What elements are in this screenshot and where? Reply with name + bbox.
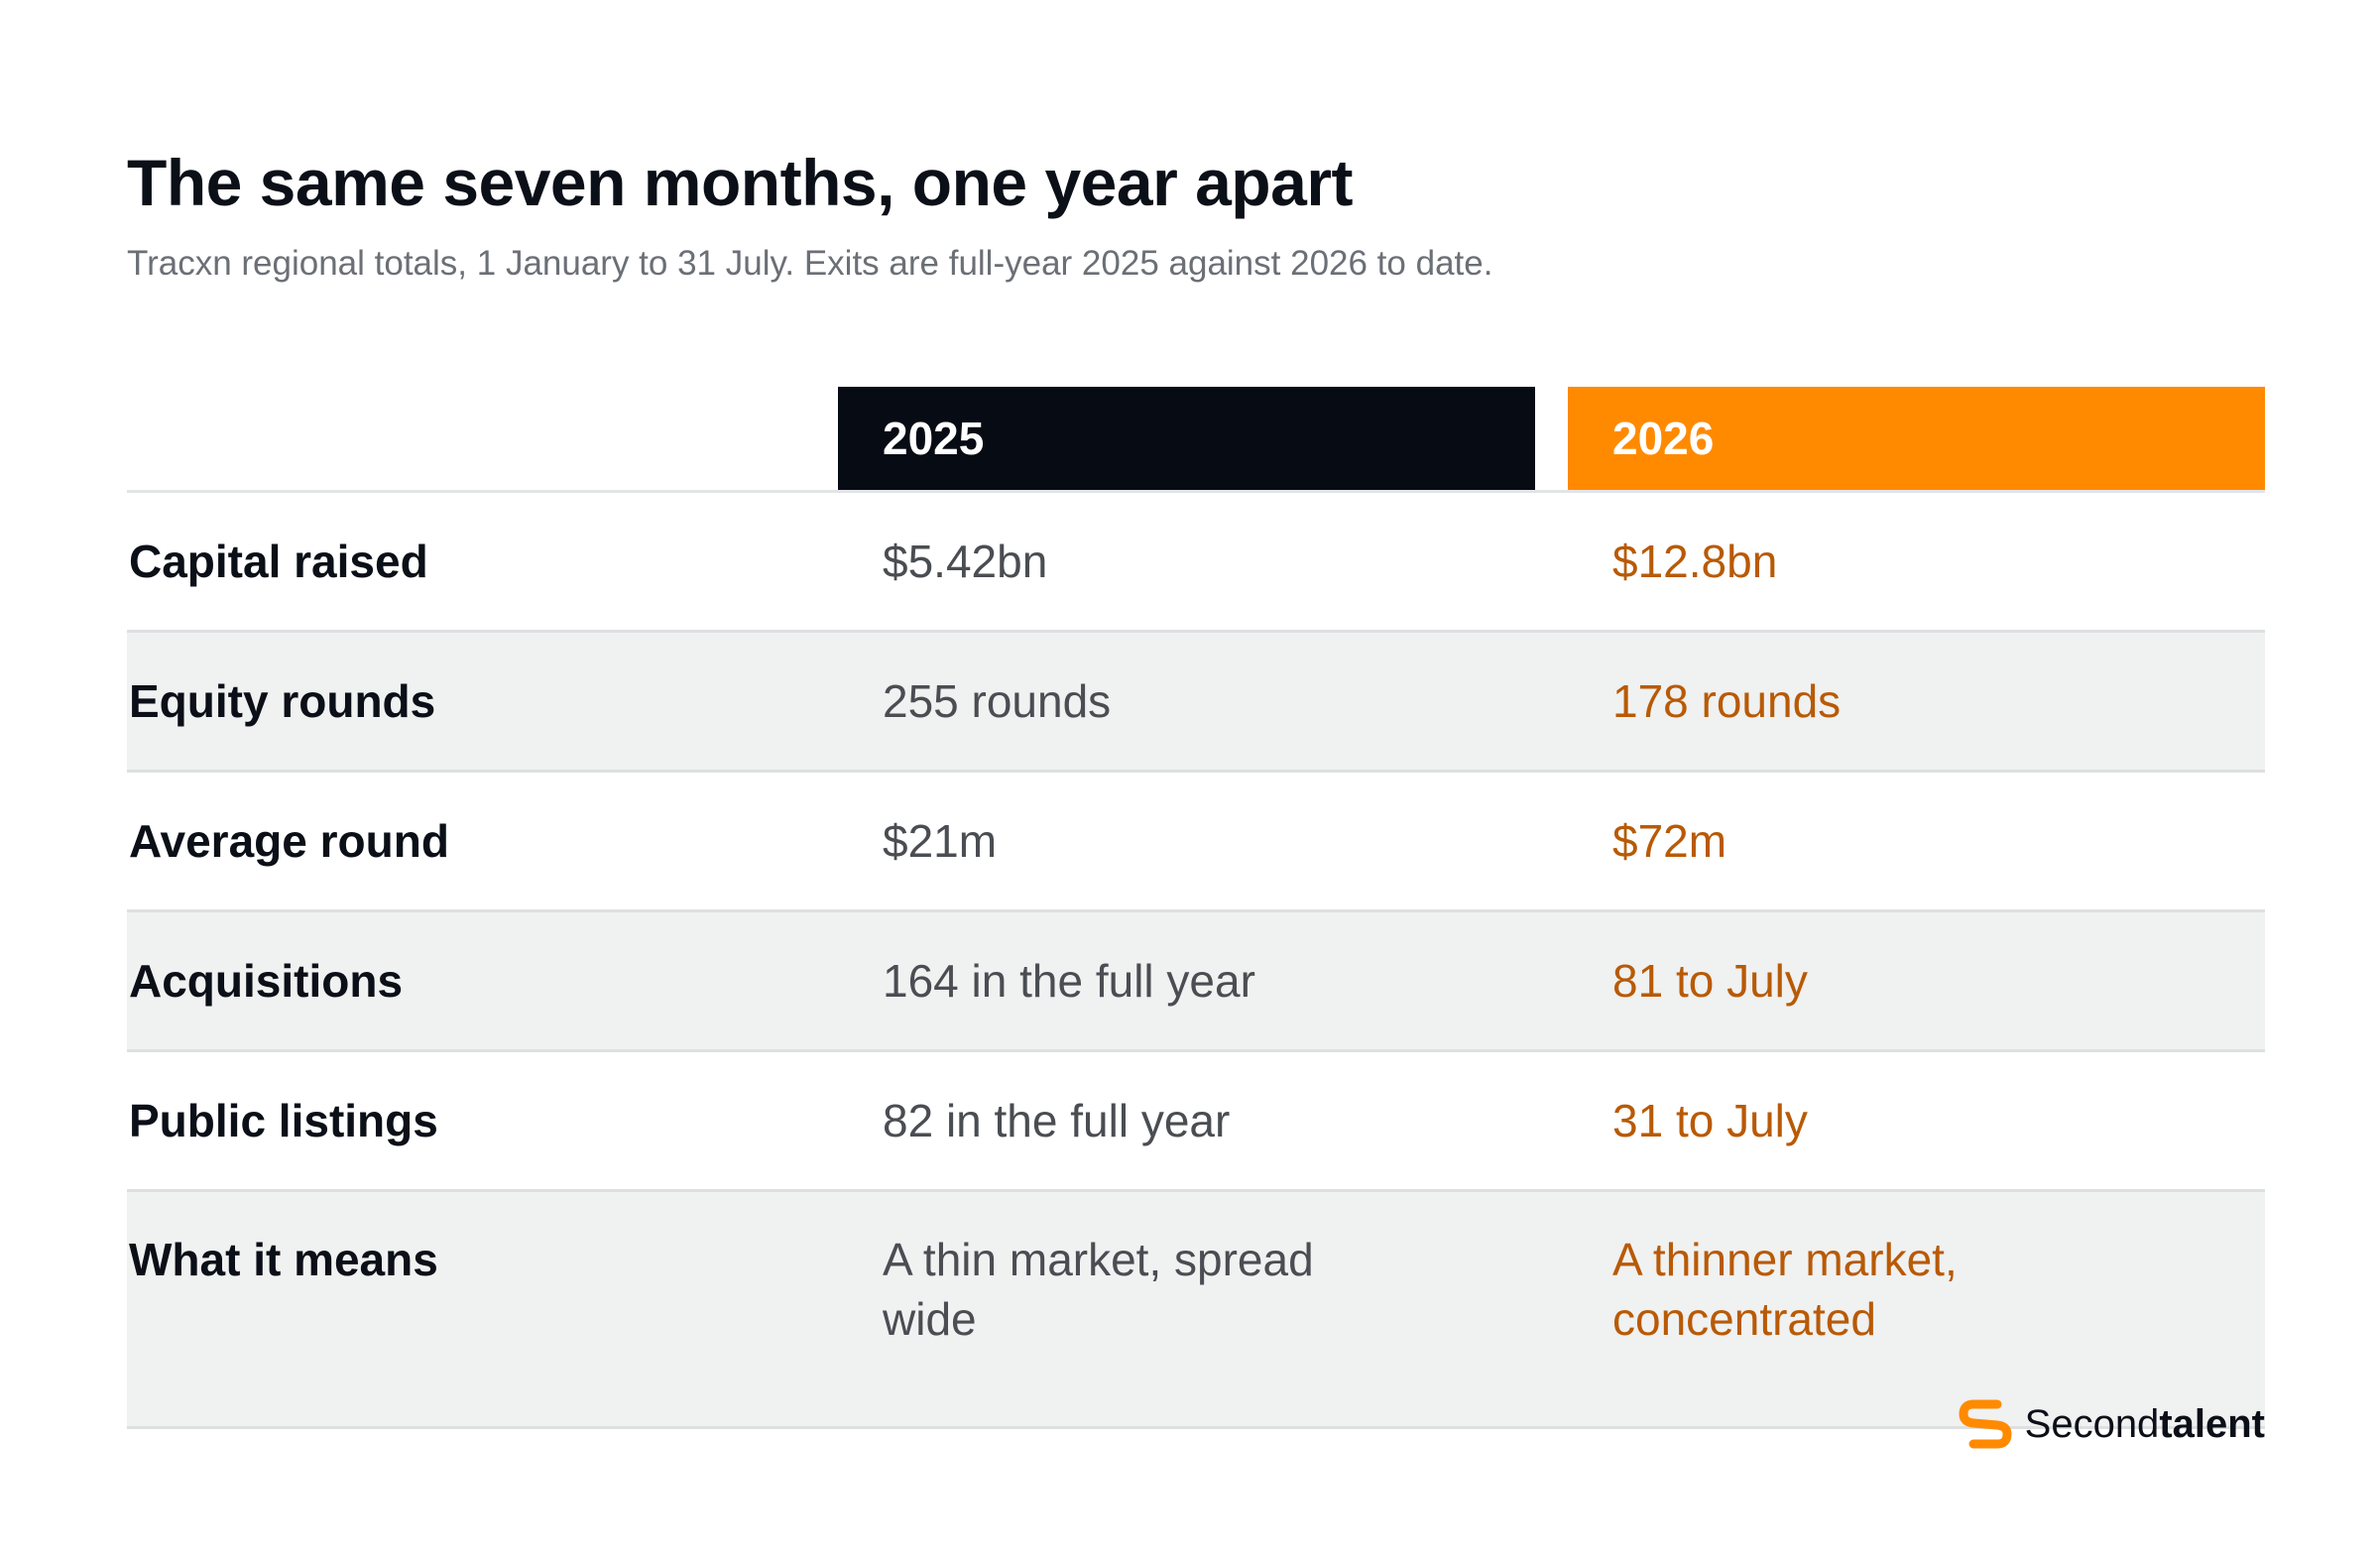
value-2026: $72m bbox=[1612, 815, 1727, 867]
gap-cell bbox=[1535, 910, 1568, 1051]
row-label: Equity rounds bbox=[127, 631, 838, 772]
value-2025: 255 rounds bbox=[838, 631, 1535, 772]
value-2026: 81 to July bbox=[1568, 910, 2265, 1051]
gap-cell bbox=[1535, 1190, 1568, 1428]
row-label: Public listings bbox=[129, 1095, 438, 1146]
value-2026: $12.8bn bbox=[1612, 536, 1778, 587]
gap-cell bbox=[1535, 492, 1568, 632]
table-row: Equity rounds 255 rounds 178 rounds bbox=[127, 631, 2265, 772]
header-blank-cell bbox=[127, 387, 838, 492]
row-label: Average round bbox=[129, 815, 449, 867]
row-label: What it means bbox=[127, 1190, 838, 1428]
page-title: The same seven months, one year apart bbox=[127, 146, 1353, 219]
table-row: Acquisitions 164 in the full year 81 to … bbox=[127, 910, 2265, 1051]
gap-cell bbox=[1535, 772, 1568, 911]
value-2026: A thinner market, concentrated bbox=[1568, 1190, 2265, 1428]
table-row: What it means A thin market, spread wide… bbox=[127, 1190, 2265, 1428]
column-header-2025: 2025 bbox=[838, 387, 1535, 492]
page-subtitle: Tracxn regional totals, 1 January to 31 … bbox=[127, 244, 1493, 283]
value-2025: $21m bbox=[883, 815, 998, 867]
value-2025: $5.42bn bbox=[883, 536, 1048, 587]
row-label: Acquisitions bbox=[127, 910, 838, 1051]
secondtalent-logo-icon bbox=[1959, 1399, 2012, 1449]
value-2025: A thin market, spread wide bbox=[838, 1190, 1535, 1428]
gap-cell bbox=[1535, 1051, 1568, 1191]
brand-name-part1: Second bbox=[2024, 1401, 2160, 1446]
table-row: Average round $21m $72m bbox=[127, 772, 2265, 911]
comparison-table: 2025 2026 Capital raised $5.42bn $12.8bn… bbox=[127, 387, 2265, 1429]
row-label: Capital raised bbox=[129, 536, 428, 587]
value-2025: 82 in the full year bbox=[883, 1095, 1231, 1146]
brand-name-part2: talent bbox=[2159, 1401, 2265, 1446]
gap-cell bbox=[1535, 631, 1568, 772]
value-2025: 164 in the full year bbox=[838, 910, 1535, 1051]
header-gap-cell bbox=[1535, 387, 1568, 492]
table-row: Public listings 82 in the full year 31 t… bbox=[127, 1051, 2265, 1191]
brand-logo: Secondtalent bbox=[1958, 1396, 2265, 1452]
table-header-row: 2025 2026 bbox=[127, 387, 2265, 492]
brand-name: Secondtalent bbox=[2025, 1402, 2265, 1447]
value-2026: 178 rounds bbox=[1568, 631, 2265, 772]
table-row: Capital raised $5.42bn $12.8bn bbox=[127, 492, 2265, 632]
column-header-2026: 2026 bbox=[1568, 387, 2265, 492]
value-2026: 31 to July bbox=[1612, 1095, 1808, 1146]
